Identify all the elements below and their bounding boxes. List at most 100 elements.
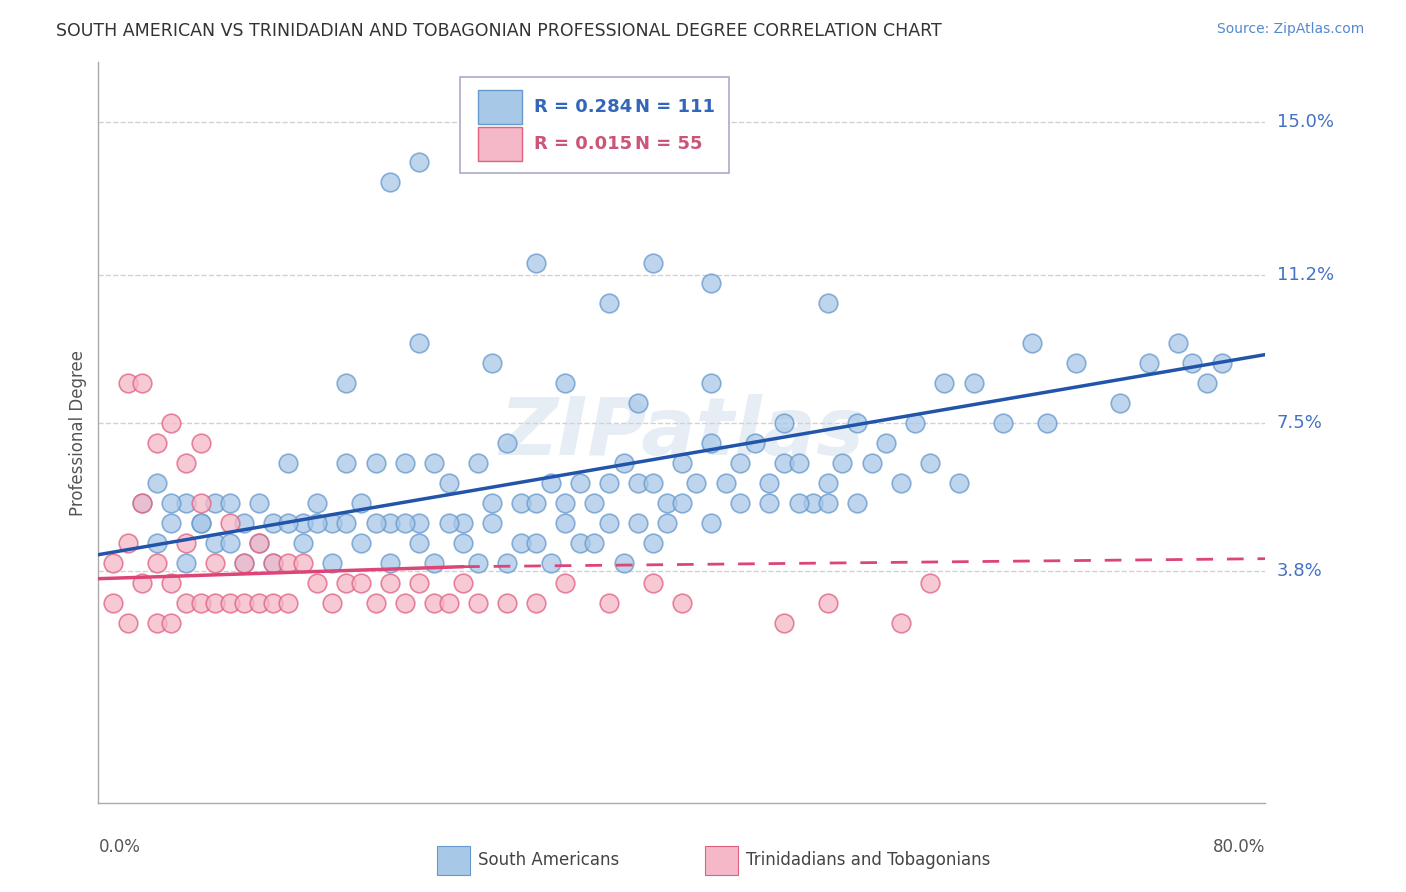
Point bbox=[467, 596, 489, 610]
Point bbox=[773, 416, 796, 430]
Point bbox=[423, 596, 446, 610]
Point bbox=[218, 496, 240, 510]
Point bbox=[277, 516, 299, 530]
Point bbox=[730, 496, 752, 510]
Point bbox=[364, 516, 387, 530]
Point bbox=[918, 456, 941, 470]
Point bbox=[131, 575, 153, 590]
Text: R = 0.015: R = 0.015 bbox=[534, 135, 631, 153]
Point bbox=[321, 556, 343, 570]
Point bbox=[437, 475, 460, 490]
Point bbox=[350, 496, 373, 510]
Point bbox=[335, 456, 357, 470]
Point bbox=[554, 496, 576, 510]
Point bbox=[204, 496, 226, 510]
Point bbox=[846, 416, 869, 430]
Text: N = 55: N = 55 bbox=[636, 135, 703, 153]
Point bbox=[846, 496, 869, 510]
Point bbox=[1181, 355, 1204, 369]
Point bbox=[263, 556, 285, 570]
Point bbox=[380, 516, 402, 530]
Point bbox=[204, 556, 226, 570]
Point bbox=[991, 416, 1014, 430]
Point bbox=[307, 575, 329, 590]
Point bbox=[583, 535, 606, 549]
Point bbox=[467, 456, 489, 470]
Point bbox=[233, 556, 256, 570]
Point bbox=[277, 456, 299, 470]
Point bbox=[277, 556, 299, 570]
Point bbox=[380, 575, 402, 590]
Point bbox=[380, 176, 402, 190]
Point bbox=[101, 596, 124, 610]
Text: SOUTH AMERICAN VS TRINIDADIAN AND TOBAGONIAN PROFESSIONAL DEGREE CORRELATION CHA: SOUTH AMERICAN VS TRINIDADIAN AND TOBAGO… bbox=[56, 22, 942, 40]
Text: Trinidadians and Tobagonians: Trinidadians and Tobagonians bbox=[747, 851, 990, 869]
Bar bbox=[478, 90, 522, 123]
Point bbox=[801, 496, 824, 510]
Point bbox=[1197, 376, 1219, 390]
Point bbox=[671, 496, 693, 510]
Point bbox=[146, 556, 169, 570]
Point bbox=[598, 475, 620, 490]
Point bbox=[598, 295, 620, 310]
Point bbox=[568, 475, 591, 490]
Point bbox=[146, 615, 169, 630]
Point bbox=[451, 575, 474, 590]
Point bbox=[394, 516, 416, 530]
Text: 80.0%: 80.0% bbox=[1213, 838, 1265, 855]
Point bbox=[131, 496, 153, 510]
Point bbox=[554, 376, 576, 390]
Point bbox=[218, 535, 240, 549]
Point bbox=[831, 456, 853, 470]
Point bbox=[160, 516, 183, 530]
Point bbox=[321, 596, 343, 610]
Point bbox=[641, 575, 664, 590]
Point bbox=[671, 596, 693, 610]
Point bbox=[408, 516, 430, 530]
Point bbox=[174, 596, 197, 610]
Point bbox=[218, 596, 240, 610]
Point bbox=[335, 575, 357, 590]
Point bbox=[233, 516, 256, 530]
Point bbox=[773, 456, 796, 470]
Point bbox=[160, 496, 183, 510]
Point bbox=[335, 376, 357, 390]
Point bbox=[524, 255, 547, 269]
Point bbox=[948, 475, 970, 490]
Point bbox=[247, 535, 270, 549]
Point bbox=[817, 596, 839, 610]
Text: Source: ZipAtlas.com: Source: ZipAtlas.com bbox=[1216, 22, 1364, 37]
Text: R = 0.284: R = 0.284 bbox=[534, 98, 631, 116]
Point bbox=[904, 416, 927, 430]
Point bbox=[1064, 355, 1087, 369]
Point bbox=[380, 556, 402, 570]
Point bbox=[437, 516, 460, 530]
Point bbox=[554, 516, 576, 530]
Point bbox=[744, 435, 766, 450]
Point bbox=[817, 496, 839, 510]
Point bbox=[657, 496, 679, 510]
Point bbox=[773, 615, 796, 630]
Point bbox=[685, 475, 707, 490]
Point bbox=[174, 535, 197, 549]
Point bbox=[146, 535, 169, 549]
Point bbox=[496, 435, 519, 450]
Point bbox=[787, 496, 810, 510]
Point bbox=[291, 556, 314, 570]
Point bbox=[496, 556, 519, 570]
Point bbox=[1035, 416, 1057, 430]
Point bbox=[335, 516, 357, 530]
Point bbox=[496, 596, 519, 610]
Point bbox=[263, 596, 285, 610]
Point bbox=[263, 556, 285, 570]
Point bbox=[247, 496, 270, 510]
Text: ZIPatlas: ZIPatlas bbox=[499, 393, 865, 472]
FancyBboxPatch shape bbox=[460, 78, 728, 173]
Point bbox=[233, 596, 256, 610]
Point bbox=[918, 575, 941, 590]
Point bbox=[394, 596, 416, 610]
Point bbox=[934, 376, 956, 390]
Point bbox=[218, 516, 240, 530]
Point bbox=[524, 535, 547, 549]
Point bbox=[190, 435, 212, 450]
